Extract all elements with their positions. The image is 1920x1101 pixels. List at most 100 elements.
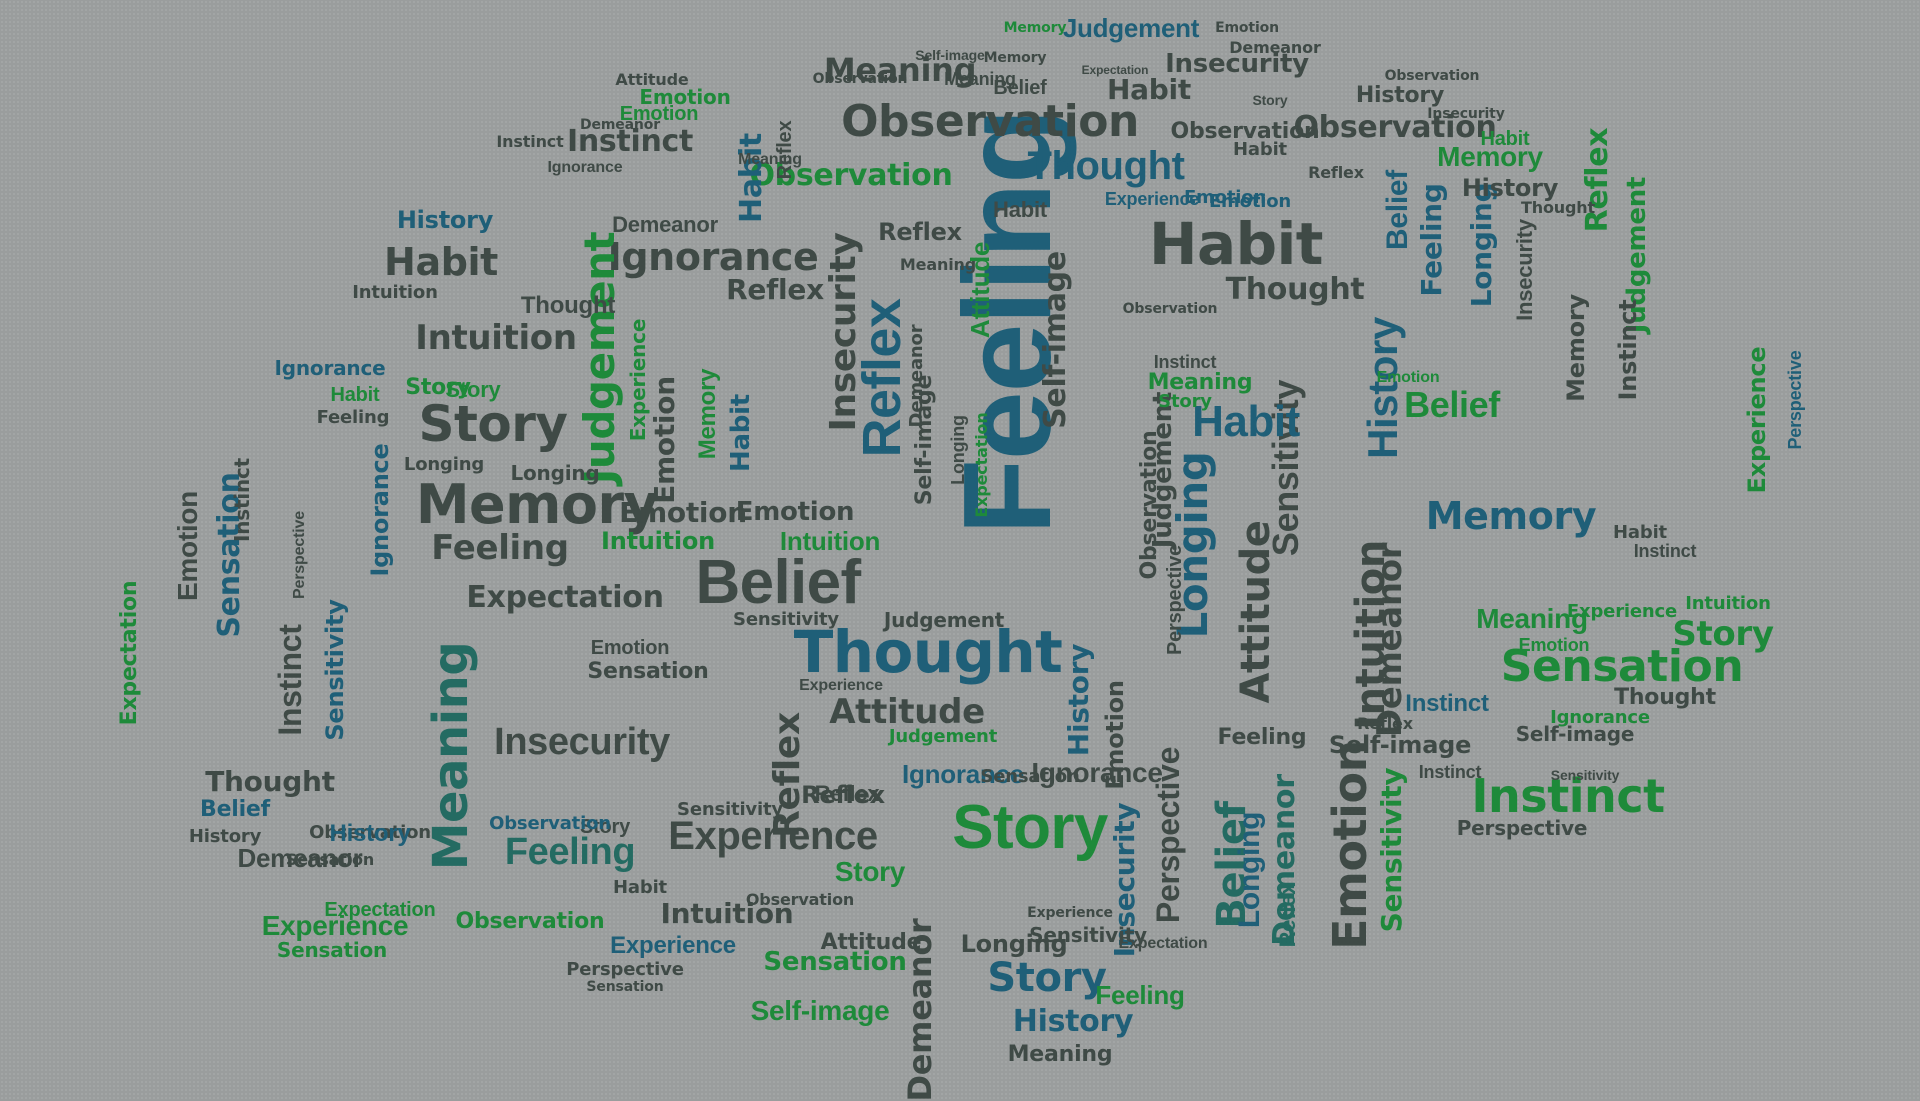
word-reflex: Reflex xyxy=(878,218,962,246)
word-ignorance: Ignorance xyxy=(366,443,394,577)
word-perspective: Perspective xyxy=(291,510,308,600)
word-observation: Observation xyxy=(1170,119,1320,144)
word-judgement: Judgement xyxy=(888,726,998,747)
word-experience: Experience xyxy=(799,677,883,694)
word-memory: Memory xyxy=(1562,294,1590,402)
word-longing: Longing xyxy=(403,454,485,475)
word-longing: Longing xyxy=(510,461,600,485)
word-demeanor: Demeanor xyxy=(612,212,718,237)
word-expectation: Expectation xyxy=(1118,935,1208,952)
word-memory: Memory xyxy=(1437,141,1543,172)
word-demeanor: Demeanor xyxy=(237,843,363,873)
word-thought: Thought xyxy=(1520,198,1596,217)
word-intuition: Intuition xyxy=(779,526,881,556)
word-reflex: Reflex xyxy=(1308,163,1364,182)
word-instinct: Instinct xyxy=(1471,769,1665,823)
word-habit: Habit xyxy=(1192,397,1300,446)
word-feeling: Feeling xyxy=(316,407,390,428)
word-intuition: Intuition xyxy=(1348,540,1394,730)
word-emotion: Emotion xyxy=(639,85,731,109)
word-insecurity: Insecurity xyxy=(823,232,864,432)
word-feeling: Feeling xyxy=(431,528,569,568)
word-emotion: Emotion xyxy=(1376,369,1440,386)
word-observation: Observation xyxy=(489,813,611,834)
word-intuition: Intuition xyxy=(415,318,577,358)
word-meaning: Meaning xyxy=(823,51,977,89)
word-story: Story xyxy=(834,856,906,887)
word-story: Story xyxy=(987,955,1107,1001)
word-habit: Habit xyxy=(1233,139,1287,160)
word-observation: Observation xyxy=(812,71,908,87)
word-story: Story xyxy=(952,793,1108,862)
word-thought: Thought xyxy=(793,618,1063,686)
word-judgement: Judgement xyxy=(575,231,624,485)
word-emotion: Emotion xyxy=(1518,635,1590,655)
word-instinct: Instinct xyxy=(1153,352,1217,372)
word-history: History xyxy=(1012,1004,1134,1039)
word-attitude: Attitude xyxy=(820,930,922,955)
word-sensitivity: Sensitivity xyxy=(733,609,839,630)
word-sensation: Sensation xyxy=(586,979,664,995)
word-habit: Habit xyxy=(1149,210,1323,278)
word-memory: Memory xyxy=(694,368,721,460)
word-instinct: Instinct xyxy=(1405,690,1489,717)
word-belief: Belief xyxy=(695,548,861,617)
word-demeanor: Demeanor xyxy=(579,117,661,133)
word-experience: Experience xyxy=(668,814,878,858)
word-sensitivity: Sensitivity xyxy=(1550,767,1620,783)
word-habit: Habit xyxy=(726,394,756,472)
word-memory: Memory xyxy=(415,473,659,536)
word-instinct: Instinct xyxy=(1633,541,1697,561)
word-belief: Belief xyxy=(1381,170,1414,250)
word-reflex: Reflex xyxy=(1357,714,1413,733)
word-sensation: Sensation xyxy=(587,659,709,684)
word-instinct: Instinct xyxy=(1418,762,1482,782)
word-history: History xyxy=(1355,83,1445,108)
word-observation: Observation xyxy=(309,822,431,843)
word-habit: Habit xyxy=(384,240,498,284)
word-ignorance: Ignorance xyxy=(902,759,1024,789)
word-habit: Habit xyxy=(613,877,667,898)
word-ignorance: Ignorance xyxy=(547,159,623,176)
word-sensation: Sensation xyxy=(763,947,907,977)
word-expectation: Expectation xyxy=(466,580,664,615)
word-meaning: Meaning xyxy=(1007,1042,1113,1067)
word-self-image: Self-image xyxy=(1038,251,1073,429)
word-attitude: Attitude xyxy=(1233,520,1279,704)
word-story: Story xyxy=(1252,92,1288,108)
word-story: Story xyxy=(445,377,501,402)
word-instinct: Instinct xyxy=(566,124,694,159)
word-self-image: Self-image xyxy=(1515,722,1635,746)
word-experience: Experience xyxy=(1566,601,1678,622)
word-emotion: Emotion xyxy=(1183,187,1267,208)
word-story: Story xyxy=(405,375,471,400)
word-insecurity: Insecurity xyxy=(1165,49,1309,79)
word-history: History xyxy=(396,206,494,234)
word-perspective: Perspective xyxy=(1785,350,1805,450)
word-reflex: Reflex xyxy=(726,273,824,306)
word-habit: Habit xyxy=(1107,73,1191,106)
word-feeling: Feeling xyxy=(1217,725,1307,750)
word-ignorance: Ignorance xyxy=(1031,757,1163,788)
word-self-image: Self-image xyxy=(915,47,985,63)
word-history: History xyxy=(188,826,262,847)
word-sensation: Sensation xyxy=(285,850,375,869)
word-habit: Habit xyxy=(734,133,769,223)
word-emotion: Emotion xyxy=(1215,20,1279,36)
word-history: History xyxy=(1062,643,1095,757)
word-intuition: Intuition xyxy=(1685,593,1771,614)
word-thought: Thought xyxy=(520,292,616,319)
word-insecurity: Insecurity xyxy=(1512,219,1537,321)
word-ignorance: Ignorance xyxy=(1550,707,1650,728)
word-sensation: Sensation xyxy=(980,766,1080,787)
word-experience: Experience xyxy=(1104,189,1200,209)
word-expectation: Expectation xyxy=(117,580,142,726)
word-intuition: Intuition xyxy=(352,282,438,303)
word-reflex: Reflex xyxy=(801,781,885,809)
word-experience: Experience xyxy=(610,932,736,959)
word-sensitivity: Sensitivity xyxy=(1375,767,1408,933)
word-meaning: Meaning xyxy=(423,641,479,871)
word-thought: Thought xyxy=(1027,144,1185,188)
word-insecurity: Insecurity xyxy=(1427,106,1505,122)
word-observation: Observation xyxy=(745,890,855,909)
